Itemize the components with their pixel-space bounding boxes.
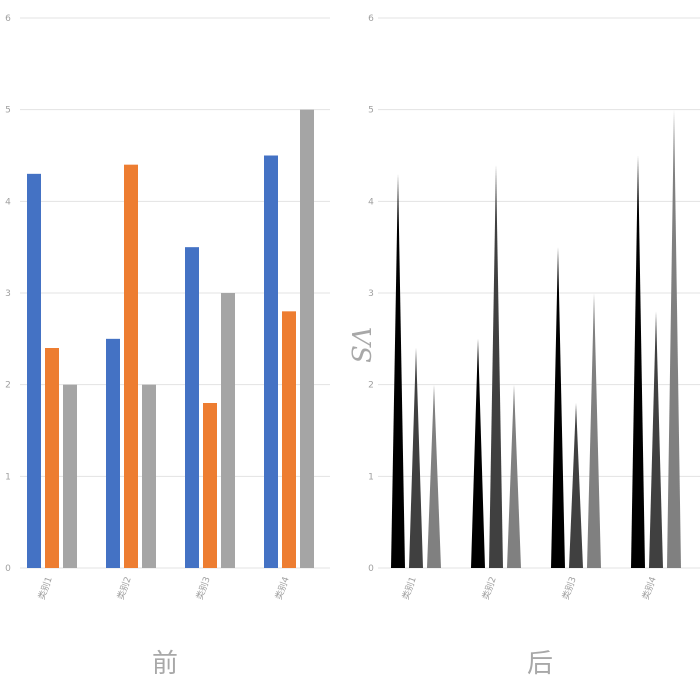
bar (63, 384, 77, 568)
after-caption: 后 (527, 649, 553, 679)
bar (203, 403, 217, 568)
triangle-mark (507, 384, 521, 568)
after-chart: 0 1 2 3 4 5 6 类别1 类别2 类别3 类别4 (368, 14, 700, 601)
y-tick-label: 0 (368, 564, 374, 574)
bar (45, 348, 59, 568)
triangle-mark (631, 155, 645, 568)
category-label: 类别4 (272, 575, 291, 602)
category-label: 类别4 (639, 575, 658, 602)
y-tick-label: 2 (5, 381, 11, 391)
category-label: 类别2 (114, 575, 133, 601)
y-tick-label: 6 (5, 14, 11, 24)
triangle-mark (587, 293, 601, 568)
y-tick-label: 1 (368, 472, 374, 482)
triangle-mark (409, 348, 423, 568)
bar (282, 311, 296, 568)
y-tick-label: 0 (5, 564, 11, 574)
category-label: 类别3 (193, 575, 212, 601)
bar (185, 247, 199, 568)
bar (300, 109, 314, 569)
triangle-mark (471, 338, 485, 568)
triangle-mark (667, 109, 681, 569)
y-tick-label: 3 (368, 289, 374, 299)
before-chart: 0 1 2 3 4 5 6 类别1 类别2 类别3 类别4 (5, 14, 330, 601)
bar (221, 293, 235, 568)
y-tick-label: 5 (368, 106, 374, 116)
y-tick-label: 5 (5, 106, 11, 116)
triangle-mark (427, 384, 441, 568)
triangle-mark (391, 173, 405, 569)
y-tick-label: 3 (5, 289, 11, 299)
category-label: 类别2 (479, 575, 498, 601)
bar (124, 164, 138, 568)
triangle-mark (551, 247, 565, 568)
category-label: 类别1 (399, 575, 418, 601)
triangle-mark (489, 164, 503, 568)
category-label: 类别3 (559, 575, 578, 601)
y-tick-label: 6 (368, 14, 374, 24)
bar (142, 384, 156, 568)
y-tick-label: 4 (368, 197, 374, 207)
y-tick-label: 4 (5, 197, 11, 207)
vs-label: VS (345, 327, 375, 364)
bar (106, 338, 120, 568)
before-caption: 前 (152, 649, 178, 679)
category-label: 类别1 (35, 575, 54, 601)
y-tick-label: 2 (368, 381, 374, 391)
bar (27, 173, 41, 569)
y-tick-label: 1 (5, 472, 11, 482)
bar (264, 155, 278, 568)
triangle-mark (649, 311, 663, 568)
triangle-mark (569, 403, 583, 568)
